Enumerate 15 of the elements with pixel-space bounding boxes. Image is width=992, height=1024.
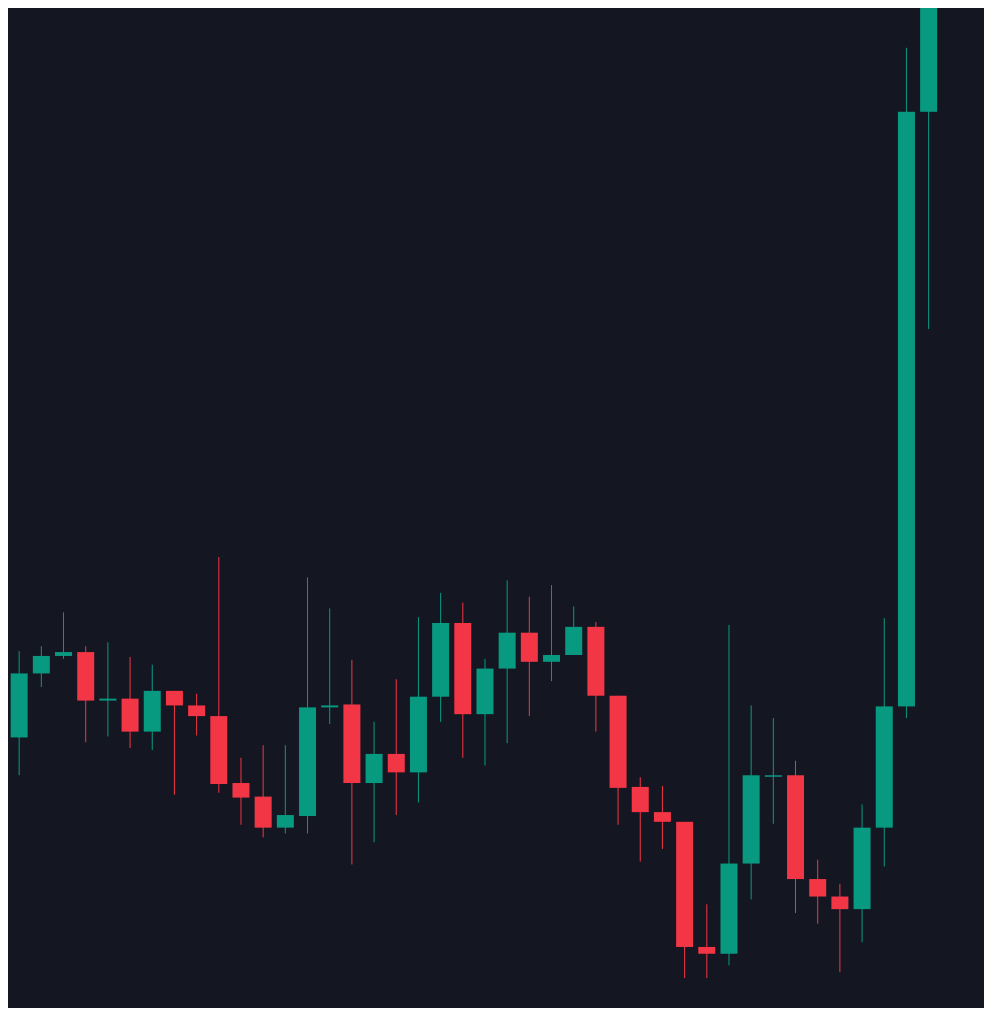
candlestick <box>55 611 73 660</box>
candlestick <box>321 607 339 725</box>
candlestick <box>543 584 561 682</box>
candlestick <box>698 903 716 978</box>
candlestick <box>276 744 294 834</box>
candlestick <box>387 678 405 816</box>
candlestick <box>165 690 183 796</box>
candlestick <box>831 883 849 973</box>
candlestick <box>32 645 50 688</box>
candlestick <box>764 717 782 825</box>
candlestick <box>99 641 117 737</box>
candlestick <box>188 693 206 736</box>
candlestick <box>232 757 250 826</box>
candlestick <box>809 859 827 925</box>
candlestick <box>653 785 671 850</box>
